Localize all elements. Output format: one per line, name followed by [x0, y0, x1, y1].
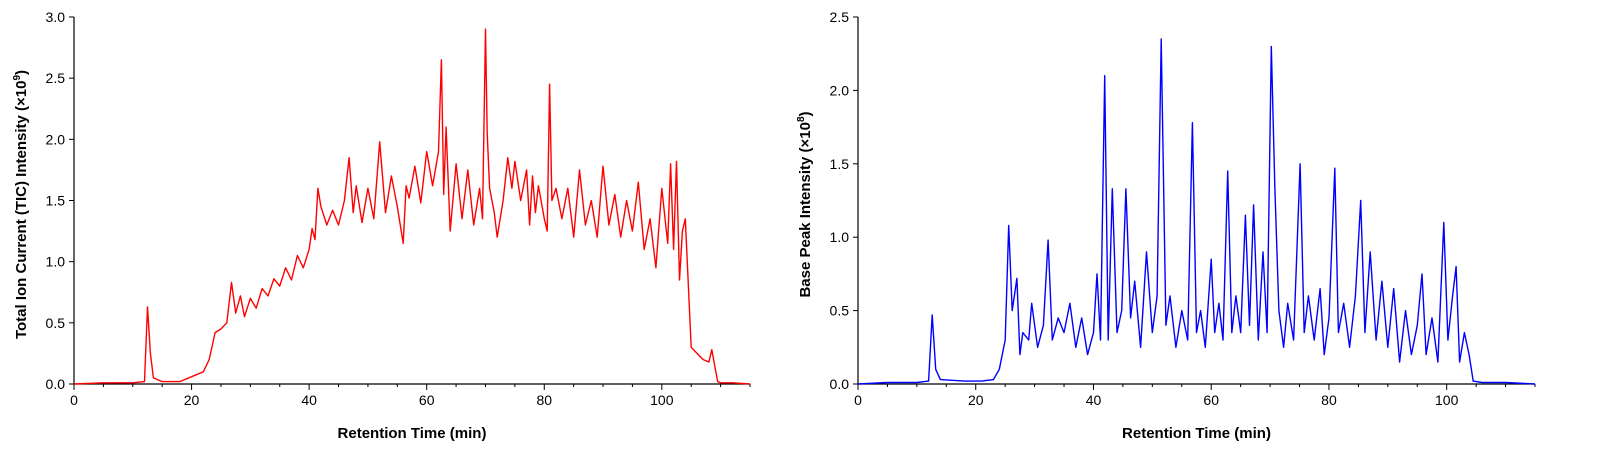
tic-x-tick-label: 20 [184, 392, 200, 408]
tic-series-line [73, 28, 751, 385]
base-peak-chart: 0.0 0.5 1.0 1.5 2.0 2.5 0 20 40 60 80 100 Retention … [796, 9, 1536, 442]
tic-x-tick-label: 60 [419, 392, 435, 408]
tic-x-tick-label: 100 [650, 392, 674, 408]
bpi-x-axis-title: Retention Time (min) [1122, 425, 1271, 442]
bpi-y-tick-label: 2.0 [830, 82, 850, 98]
bpi-x-tick-label: 0 [854, 392, 862, 408]
bpi-y-tick-label: 0.5 [830, 303, 850, 319]
bpi-x-tick-label: 60 [1203, 392, 1219, 408]
bpi-y-tick-label: 0.0 [830, 376, 850, 392]
bpi-y-axis-title: Base Peak Intensity (×108) [796, 111, 814, 297]
tic-y-tick-label: 2.0 [46, 131, 66, 147]
bpi-series-line [857, 38, 1536, 385]
tic-y-axis-title: Total Ion Current (TIC) Intensity (×109) [12, 70, 30, 339]
tic-y-tick-label: 0.5 [46, 315, 66, 331]
bpi-y-tick-label: 2.5 [830, 9, 850, 25]
tic-y-tick-label: 1.0 [46, 254, 66, 270]
tic-y-tick-label: 2.5 [46, 70, 66, 86]
tic-x-tick-label: 40 [301, 392, 317, 408]
tic-chart: 0.0 0.5 1.0 1.5 2.0 2.5 3.0 0 20 40 60 80 100 Retenti… [12, 9, 751, 442]
bpi-y-tick-label: 1.0 [830, 229, 850, 245]
bpi-x-tick-label: 40 [1086, 392, 1102, 408]
bpi-x-tick-label: 100 [1435, 392, 1459, 408]
tic-x-tick-label: 0 [70, 392, 78, 408]
tic-y-tick-label: 0.0 [46, 376, 66, 392]
tic-x-axis-title: Retention Time (min) [338, 425, 487, 442]
bpi-x-tick-label: 80 [1321, 392, 1337, 408]
tic-x-tick-label: 80 [536, 392, 552, 408]
bpi-x-tick-label: 20 [968, 392, 984, 408]
tic-y-tick-label: 1.5 [46, 193, 66, 209]
tic-y-tick-label: 3.0 [46, 9, 66, 25]
bpi-y-tick-label: 1.5 [830, 156, 850, 172]
